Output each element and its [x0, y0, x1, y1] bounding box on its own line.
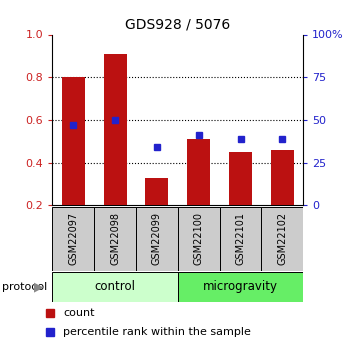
Bar [62, 77, 85, 205]
FancyBboxPatch shape [52, 272, 178, 302]
Text: GSM22097: GSM22097 [68, 213, 78, 265]
Text: GSM22098: GSM22098 [110, 213, 120, 265]
Text: GSM22099: GSM22099 [152, 213, 162, 265]
Text: microgravity: microgravity [203, 280, 278, 293]
Bar [229, 152, 252, 205]
Text: GSM22101: GSM22101 [235, 213, 245, 265]
Text: ▶: ▶ [34, 280, 43, 293]
Text: GSM22100: GSM22100 [194, 213, 204, 265]
FancyBboxPatch shape [178, 272, 303, 302]
FancyBboxPatch shape [219, 207, 261, 271]
Text: protocol: protocol [2, 282, 47, 292]
Text: GSM22102: GSM22102 [277, 213, 287, 265]
FancyBboxPatch shape [94, 207, 136, 271]
Text: percentile rank within the sample: percentile rank within the sample [63, 327, 251, 337]
Bar [104, 54, 127, 205]
FancyBboxPatch shape [261, 207, 303, 271]
Text: control: control [95, 280, 136, 293]
FancyBboxPatch shape [178, 207, 219, 271]
Bar [271, 150, 294, 205]
Bar [187, 139, 210, 205]
Title: GDS928 / 5076: GDS928 / 5076 [125, 18, 230, 32]
Bar [145, 178, 168, 205]
FancyBboxPatch shape [52, 207, 94, 271]
FancyBboxPatch shape [136, 207, 178, 271]
Text: count: count [63, 308, 95, 318]
